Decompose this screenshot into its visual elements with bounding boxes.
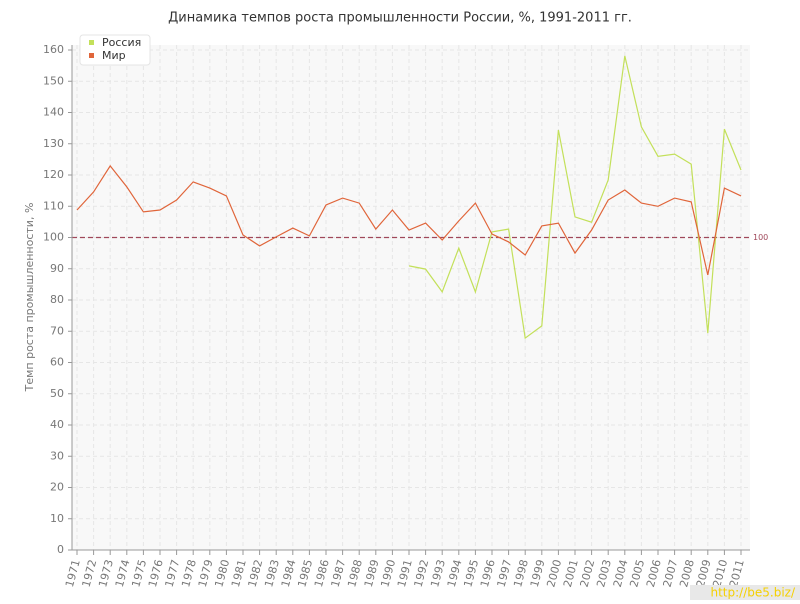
y-tick-label: 10	[50, 512, 64, 525]
watermark-bg	[690, 585, 800, 600]
y-tick-label: 80	[50, 293, 64, 306]
y-tick-label: 150	[43, 74, 64, 87]
y-tick-label: 130	[43, 137, 64, 150]
legend-label: Мир	[102, 49, 126, 62]
y-tick-label: 40	[50, 418, 64, 431]
y-tick-label: 70	[50, 324, 64, 337]
legend-box	[79, 34, 151, 66]
y-tick-label: 140	[43, 106, 64, 119]
legend-marker	[89, 40, 94, 45]
y-tick-label: 20	[50, 481, 64, 494]
series-line	[408, 55, 742, 340]
y-tick-label: 30	[50, 449, 64, 462]
y-tick-label: 50	[50, 387, 64, 400]
y-tick-label: 120	[43, 168, 64, 181]
y-tick-label: 100	[43, 231, 64, 244]
plot-area	[72, 45, 750, 550]
y-tick-label: 0	[57, 543, 64, 556]
y-axis-title: Темп роста промышленности, %	[23, 203, 36, 393]
series-line	[76, 164, 742, 276]
y-tick-label: 60	[50, 356, 64, 369]
y-tick-label: 110	[43, 199, 64, 212]
reference-label: 100	[753, 233, 768, 242]
y-tick-label: 160	[43, 43, 64, 56]
chart-title: Динамика темпов роста промышленности Рос…	[168, 11, 632, 26]
legend-marker	[89, 53, 94, 58]
x-tick-label: 2011	[727, 558, 747, 588]
y-tick-label: 90	[50, 262, 64, 275]
watermark: http://be5.biz/	[710, 586, 795, 600]
legend-label: Россия	[102, 36, 141, 49]
